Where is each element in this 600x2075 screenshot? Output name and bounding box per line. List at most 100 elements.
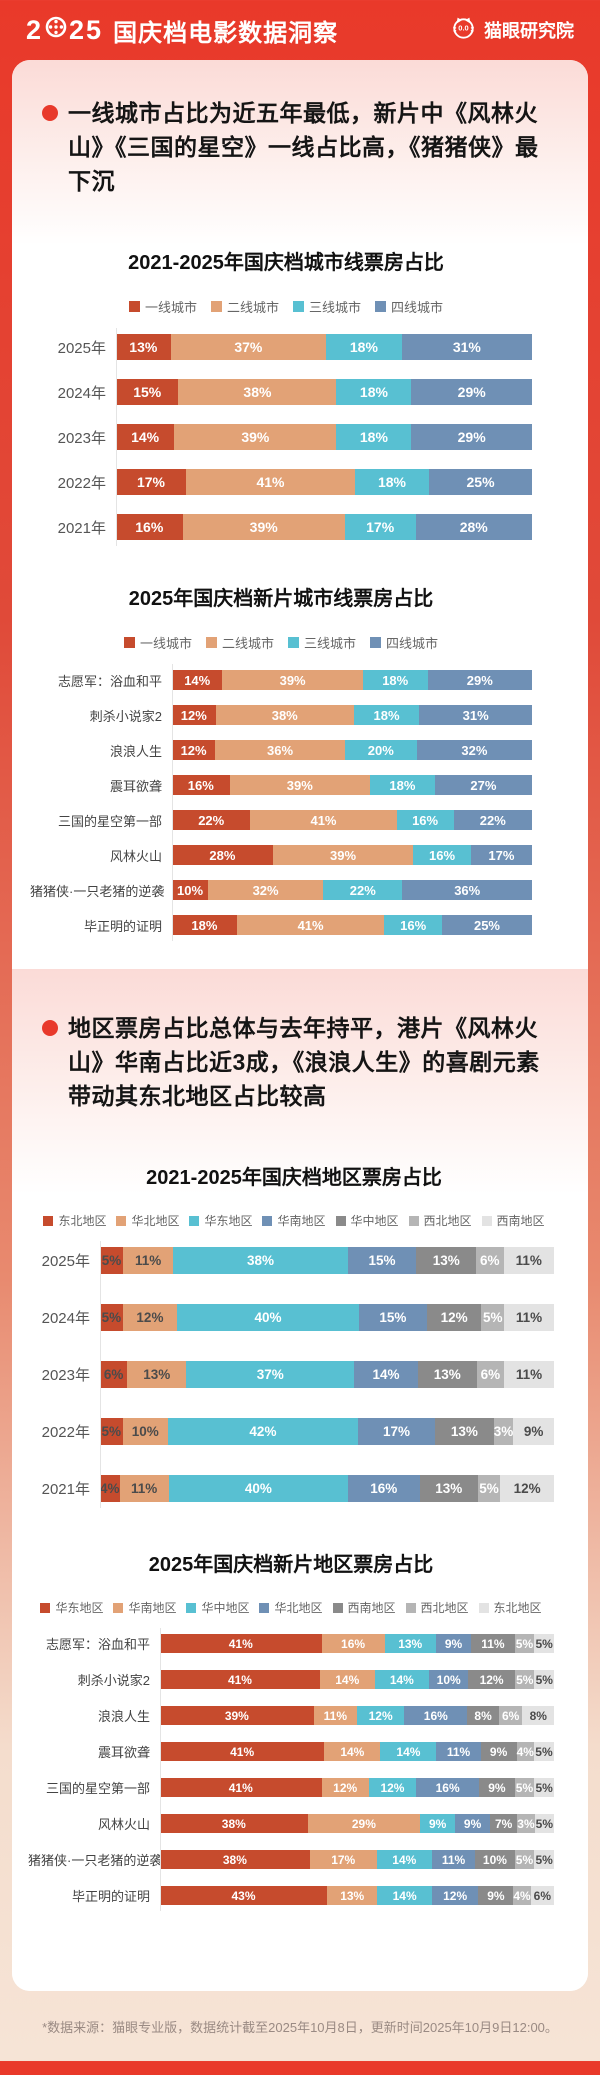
bar-segment: 16% <box>321 1634 385 1653</box>
legend-swatch-icon <box>186 1602 197 1613</box>
stacked-bar: 41% 16% 13% 9% 11% 5% 5% <box>160 1634 555 1653</box>
insight-bullet: 一线城市占比为近五年最低，新片中《风林火山》《三国的星空》一线占比高，《猪猪侠》… <box>12 96 588 198</box>
chart-rows: 2025年 13% 37% 18% 31% 2024年 15% 38% 18% 29% 2023年 1… <box>40 328 532 546</box>
legend-label: 东北地区 <box>58 1214 107 1228</box>
stacked-bar: 4% 11% 40% 16% 13% 5% 12% <box>100 1475 554 1502</box>
bar-segment: 12% <box>321 1778 369 1797</box>
bar-segment: 40% <box>168 1475 348 1502</box>
legend-label: 东北地区 <box>493 1601 542 1615</box>
insight-text: 地区票房占比总体与去年持平，港片《风林火山》华南占比近3成，《浪浪人生》的喜剧元… <box>68 1015 540 1109</box>
data-source-note: *数据来源：猫眼专业版，数据统计截至2025年10月8日，更新时间2025年10… <box>42 2020 558 2035</box>
bar-segment: 22% <box>323 880 403 900</box>
bar-segment: 12% <box>357 1706 405 1725</box>
stacked-bar: 43% 13% 14% 12% 9% 4% 6% <box>160 1886 554 1905</box>
bar-segment: 32% <box>416 740 532 760</box>
stacked-bar: 10% 32% 22% 36% <box>172 880 532 900</box>
stacked-bar: 6% 13% 37% 14% 13% 6% 11% <box>100 1361 554 1388</box>
bar-segment: 8% <box>522 1706 554 1725</box>
legend-swatch-icon <box>210 301 222 312</box>
bar-segment: 29% <box>307 1814 421 1833</box>
legend-label: 西北地区 <box>420 1601 469 1615</box>
legend-swatch-icon <box>205 637 217 648</box>
bar-segment: 28% <box>172 845 273 865</box>
row-label: 2021年 <box>41 1481 90 1498</box>
legend-label: 华中地区 <box>350 1214 399 1228</box>
row-label: 风林火山 <box>97 1817 150 1832</box>
chart-title: 2025年国庆档新片地区票房占比 <box>148 1554 434 1576</box>
chart-title: 2025年国庆档新片城市线票房占比 <box>128 588 434 610</box>
bar-segment: 11% <box>504 1304 554 1331</box>
bar-row: 浪浪人生 39% 11% 12% 16% 8% 6% 8% <box>28 1706 554 1725</box>
bar-row: 2025年 5% 11% 38% 15% 13% 6% 11% <box>34 1247 554 1274</box>
bar-segment: 9% <box>480 1742 517 1761</box>
bar-segment: 6% <box>100 1361 128 1388</box>
bar-segment: 36% <box>215 740 345 760</box>
bar-segment: 12% <box>122 1304 178 1331</box>
bar-segment: 5% <box>514 1670 535 1689</box>
bar-segment: 38% <box>160 1850 310 1869</box>
bar-segment: 9% <box>420 1814 456 1833</box>
bar-row: 浪浪人生 12% 36% 20% 32% <box>30 740 532 760</box>
year-suffix: 25 <box>69 14 104 45</box>
stacked-bar: 28% 39% 16% 17% <box>172 845 532 865</box>
insight-bullet: 地区票房占比总体与去年持平，港片《风林火山》华南占比近3成，《浪浪人生》的喜剧元… <box>12 1011 588 1113</box>
bar-segment: 32% <box>208 880 324 900</box>
legend-item: 西南地区 <box>332 1599 396 1616</box>
stacked-bar: 16% 39% 17% 28% <box>116 514 532 540</box>
legend-swatch-icon <box>43 1215 54 1226</box>
bar-segment: 18% <box>326 334 402 360</box>
chart-region-by-film: 2025年国庆档新片地区票房占比 华东地区 华南地区 华中地区 华北地区 西南地区 西北地… <box>12 1548 588 1911</box>
bar-segment: 41% <box>186 469 355 495</box>
row-label: 2024年 <box>57 384 106 402</box>
bar-segment: 5% <box>514 1850 535 1869</box>
bar-segment: 17% <box>470 845 532 865</box>
stacked-bar: 12% 36% 20% 32% <box>172 740 532 760</box>
bar-segment: 5% <box>514 1778 535 1797</box>
legend-label: 一线城市 <box>139 636 192 651</box>
bar-segment: 41% <box>160 1778 322 1797</box>
stacked-bar: 12% 38% 18% 31% <box>172 705 533 725</box>
bar-segment: 10% <box>429 1670 469 1689</box>
bar-row: 2025年 13% 37% 18% 31% <box>40 334 532 360</box>
bar-segment: 12% <box>172 740 216 760</box>
section-regions: 地区票房占比总体与去年持平，港片《风林火山》华南占比近3成，《浪浪人生》的喜剧元… <box>12 969 588 1991</box>
stacked-bar: 15% 38% 18% 29% <box>116 379 532 405</box>
legend-label: 华北地区 <box>131 1214 180 1228</box>
legend-item: 华东地区 <box>189 1212 252 1229</box>
bar-segment: 9% <box>478 1886 514 1905</box>
bar-segment: 16% <box>404 1706 468 1725</box>
chart-title: 2021-2025年国庆档城市线票房占比 <box>128 252 444 274</box>
bar-segment: 6% <box>530 1886 554 1905</box>
bar-segment: 11% <box>122 1247 174 1274</box>
brand-name: 猫眼研究院 <box>484 21 574 41</box>
row-label: 2025年 <box>57 339 106 357</box>
bar-segment: 18% <box>362 670 428 690</box>
bar-segment: 17% <box>357 1418 435 1445</box>
legend-swatch-icon <box>116 1215 127 1226</box>
bar-segment: 18% <box>353 705 420 725</box>
bar-segment: 13% <box>384 1634 436 1653</box>
legend-label: 华南地区 <box>277 1214 326 1228</box>
maoyan-cat-icon: 0.0 <box>450 14 477 46</box>
bar-segment: 16% <box>413 845 471 865</box>
content-card: 一线城市占比为近五年最低，新片中《风林火山》《三国的星空》一线占比高，《猪猪侠》… <box>12 60 588 1991</box>
legend-item: 东北地区 <box>478 1599 542 1616</box>
legend-swatch-icon <box>293 301 304 312</box>
legend-item: 华中地区 <box>335 1212 399 1229</box>
legend-label: 西北地区 <box>423 1214 472 1228</box>
bar-row: 2021年 4% 11% 40% 16% 13% 5% 12% <box>34 1475 554 1502</box>
bar-segment: 13% <box>416 1247 477 1274</box>
bar-segment: 22% <box>453 810 533 830</box>
legend-item: 东北地区 <box>43 1212 106 1229</box>
bar-segment: 4% <box>100 1475 120 1502</box>
legend-swatch-icon <box>370 637 382 648</box>
bar-row: 2022年 17% 41% 18% 25% <box>40 469 532 495</box>
row-label: 刺杀小说家2 <box>89 708 162 724</box>
bar-segment: 6% <box>498 1706 523 1725</box>
legend-item: 二线城市 <box>210 297 279 316</box>
bar-segment: 22% <box>172 810 251 830</box>
bar-segment: 29% <box>411 379 532 405</box>
stacked-bar: 14% 39% 18% 29% <box>116 424 532 450</box>
bar-segment: 7% <box>490 1814 518 1833</box>
legend-swatch-icon <box>405 1602 416 1613</box>
